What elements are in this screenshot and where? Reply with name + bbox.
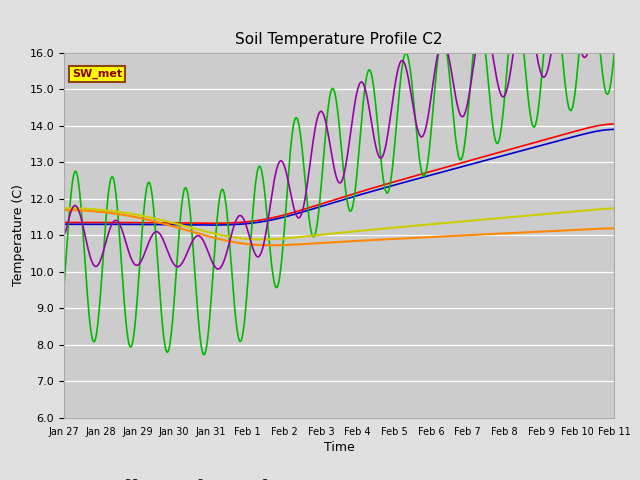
-2cm bbox=[200, 352, 208, 358]
Line: -2cm: -2cm bbox=[64, 53, 614, 355]
TC_temp17 bbox=[163, 244, 170, 250]
TC_temp15 bbox=[268, 242, 276, 248]
-2cm bbox=[584, 50, 592, 56]
Title: Soil Temperature Profile C2: Soil Temperature Profile C2 bbox=[236, 33, 443, 48]
-2cm bbox=[611, 50, 618, 56]
TC_temp17 bbox=[584, 51, 591, 57]
-8cm bbox=[289, 212, 297, 217]
-8cm bbox=[592, 129, 600, 134]
TC_temp16 bbox=[60, 205, 68, 211]
-2cm bbox=[593, 50, 600, 56]
-2cm bbox=[435, 50, 443, 56]
TC_temp15 bbox=[163, 222, 170, 228]
TC_temp17 bbox=[60, 231, 68, 237]
TC_temp17 bbox=[214, 266, 222, 272]
Line: -32cm: -32cm bbox=[64, 124, 614, 223]
-8cm bbox=[206, 222, 214, 228]
Line: TC_temp15: TC_temp15 bbox=[64, 210, 614, 245]
TC_temp17 bbox=[592, 3, 600, 9]
TC_temp15 bbox=[86, 208, 94, 214]
Line: -8cm: -8cm bbox=[64, 130, 614, 225]
TC_temp17 bbox=[289, 202, 297, 207]
TC_temp17 bbox=[385, 125, 393, 131]
-32cm bbox=[86, 219, 94, 225]
-2cm bbox=[60, 283, 68, 289]
TC_temp15 bbox=[611, 226, 618, 231]
X-axis label: Time: Time bbox=[324, 442, 355, 455]
Legend: -32cm, -8cm, -2cm, TC_temp15, TC_temp16, TC_temp17: -32cm, -8cm, -2cm, TC_temp15, TC_temp16,… bbox=[90, 474, 589, 480]
TC_temp15 bbox=[584, 227, 591, 232]
TC_temp15 bbox=[289, 242, 297, 248]
-2cm bbox=[289, 125, 297, 131]
-32cm bbox=[206, 220, 214, 226]
Line: TC_temp17: TC_temp17 bbox=[64, 0, 614, 269]
-32cm bbox=[60, 219, 68, 225]
TC_temp15 bbox=[592, 226, 600, 232]
-8cm bbox=[584, 131, 591, 136]
TC_temp16 bbox=[163, 218, 170, 224]
TC_temp16 bbox=[584, 207, 591, 213]
-32cm bbox=[289, 210, 297, 216]
Text: SW_met: SW_met bbox=[72, 69, 122, 79]
TC_temp16 bbox=[257, 237, 265, 242]
-8cm bbox=[163, 222, 170, 228]
Y-axis label: Temperature (C): Temperature (C) bbox=[12, 184, 26, 286]
-32cm bbox=[163, 220, 170, 226]
TC_temp15 bbox=[60, 207, 68, 213]
-32cm bbox=[592, 123, 600, 129]
TC_temp16 bbox=[385, 225, 393, 231]
-32cm bbox=[611, 121, 618, 127]
-2cm bbox=[385, 188, 393, 193]
-2cm bbox=[86, 324, 94, 330]
TC_temp16 bbox=[86, 206, 94, 212]
-2cm bbox=[163, 348, 170, 354]
TC_temp15 bbox=[385, 236, 393, 242]
Line: TC_temp16: TC_temp16 bbox=[64, 208, 614, 240]
-8cm bbox=[385, 184, 393, 190]
TC_temp16 bbox=[289, 235, 297, 240]
-8cm bbox=[86, 221, 94, 227]
TC_temp16 bbox=[592, 206, 600, 212]
TC_temp16 bbox=[611, 205, 618, 211]
TC_temp17 bbox=[86, 254, 94, 260]
-32cm bbox=[584, 125, 591, 131]
-32cm bbox=[385, 180, 393, 186]
-8cm bbox=[611, 127, 618, 132]
-8cm bbox=[60, 221, 68, 227]
